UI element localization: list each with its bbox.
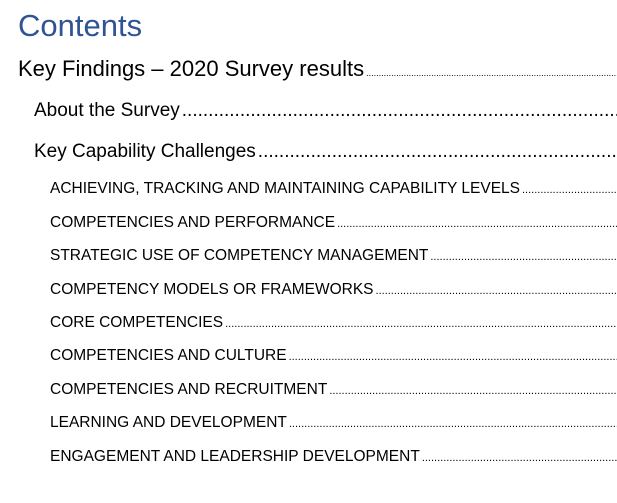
toc-entry-core-competencies[interactable]: CORE COMPETENCIES: [50, 312, 617, 334]
toc-entry-label: Key Findings – 2020 Survey results: [18, 56, 365, 81]
toc-entry-label: CORE COMPETENCIES: [50, 314, 224, 331]
dot-leader: [182, 98, 617, 124]
dot-leader: [430, 246, 617, 267]
toc-entry-label: About the Survey: [34, 100, 180, 121]
toc-entry-label: STRATEGIC USE OF COMPETENCY MANAGEMENT: [50, 247, 429, 264]
toc-entry-achieving-tracking[interactable]: ACHIEVING, TRACKING AND MAINTAINING CAPA…: [50, 178, 617, 200]
dot-leader: [225, 313, 617, 334]
toc-entry-label: LEARNING AND DEVELOPMENT: [50, 414, 287, 431]
dot-leader: [289, 413, 617, 434]
toc-entry-key-capability-challenges[interactable]: Key Capability Challenges: [34, 139, 617, 165]
dot-leader: [258, 139, 617, 165]
dot-leader: [376, 280, 617, 301]
toc-entry-about-the-survey[interactable]: About the Survey: [34, 98, 617, 124]
toc-entry-label: COMPETENCIES AND PERFORMANCE: [50, 214, 336, 231]
toc-entry-label: COMPETENCY MODELS OR FRAMEWORKS: [50, 281, 374, 298]
toc-entry-label: COMPETENCIES AND RECRUITMENT: [50, 381, 328, 398]
dot-leader: [329, 380, 617, 401]
dot-leader: [337, 213, 617, 234]
dot-leader: [522, 179, 617, 200]
toc-entry-label: COMPETENCIES AND CULTURE: [50, 347, 287, 364]
toc-entry-competencies-performance[interactable]: COMPETENCIES AND PERFORMANCE: [50, 212, 617, 234]
toc-entry-competencies-recruitment[interactable]: COMPETENCIES AND RECRUITMENT: [50, 379, 617, 401]
toc-entry-strategic-use[interactable]: STRATEGIC USE OF COMPETENCY MANAGEMENT: [50, 245, 617, 267]
toc-entry-label: Key Capability Challenges: [34, 141, 256, 162]
dot-leader: [366, 59, 617, 83]
dot-leader: [289, 346, 617, 367]
toc-entry-label: ENGAGEMENT AND LEADERSHIP DEVELOPMENT: [50, 448, 420, 465]
toc-entry-label: ACHIEVING, TRACKING AND MAINTAINING CAPA…: [50, 180, 520, 197]
toc-entry-competencies-culture[interactable]: COMPETENCIES AND CULTURE: [50, 345, 617, 367]
toc-entry-engagement-leadership[interactable]: ENGAGEMENT AND LEADERSHIP DEVELOPMENT: [50, 446, 617, 468]
toc-entry-learning-development[interactable]: LEARNING AND DEVELOPMENT: [50, 412, 617, 434]
toc-entry-competency-models[interactable]: COMPETENCY MODELS OR FRAMEWORKS: [50, 279, 617, 301]
toc-heading: Contents: [18, 8, 143, 43]
dot-leader: [422, 447, 617, 468]
toc-entry-key-findings[interactable]: Key Findings – 2020 Survey results: [18, 55, 617, 83]
